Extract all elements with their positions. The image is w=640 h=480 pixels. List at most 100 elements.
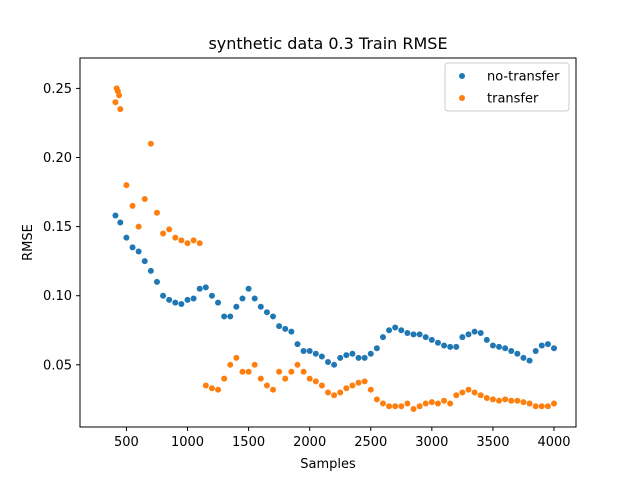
data-point-transfer-30 xyxy=(276,368,283,375)
x-tick-label: 2500 xyxy=(354,435,387,450)
data-point-transfer-57 xyxy=(441,397,448,404)
x-tick-label: 3500 xyxy=(476,435,509,450)
data-point-transfer-58 xyxy=(447,400,454,407)
data-point-no-transfer-2 xyxy=(123,234,130,241)
data-point-transfer-22 xyxy=(227,361,234,368)
series-transfer xyxy=(112,85,558,413)
data-point-no-transfer-66 xyxy=(514,350,521,357)
data-point-transfer-34 xyxy=(300,368,307,375)
data-point-no-transfer-53 xyxy=(434,339,441,346)
data-point-no-transfer-59 xyxy=(471,328,478,335)
data-point-no-transfer-33 xyxy=(312,350,319,357)
data-point-transfer-37 xyxy=(318,382,325,389)
data-point-transfer-64 xyxy=(483,394,490,401)
data-point-no-transfer-12 xyxy=(184,296,191,303)
data-point-transfer-40 xyxy=(337,389,344,396)
x-tick-label: 4000 xyxy=(537,435,570,450)
plot-frame xyxy=(79,57,577,428)
data-point-transfer-39 xyxy=(331,392,338,399)
legend-label-no-transfer: no-transfer xyxy=(487,70,560,85)
data-point-transfer-3 xyxy=(116,92,123,99)
data-point-no-transfer-16 xyxy=(208,292,215,299)
data-point-transfer-42 xyxy=(349,382,356,389)
data-point-transfer-8 xyxy=(141,195,148,202)
data-point-no-transfer-21 xyxy=(239,295,246,302)
data-point-transfer-7 xyxy=(135,223,142,230)
data-point-no-transfer-11 xyxy=(178,301,185,307)
data-point-no-transfer-69 xyxy=(532,347,539,354)
data-point-no-transfer-7 xyxy=(153,278,160,285)
y-tick-label: 0.10 xyxy=(43,289,72,304)
data-point-no-transfer-3 xyxy=(129,244,136,251)
data-point-transfer-24 xyxy=(239,368,246,375)
data-point-transfer-60 xyxy=(459,389,466,396)
data-point-no-transfer-1 xyxy=(117,219,124,226)
data-point-no-transfer-22 xyxy=(245,285,252,292)
data-point-no-transfer-68 xyxy=(526,357,533,364)
data-point-no-transfer-28 xyxy=(282,325,289,332)
data-point-no-transfer-29 xyxy=(288,328,295,335)
data-point-no-transfer-25 xyxy=(263,309,270,316)
data-point-transfer-75 xyxy=(551,400,558,407)
data-point-transfer-45 xyxy=(367,386,374,393)
data-point-transfer-55 xyxy=(428,399,435,406)
data-point-transfer-16 xyxy=(190,237,197,244)
data-point-transfer-28 xyxy=(263,382,270,389)
data-point-no-transfer-10 xyxy=(172,299,179,306)
data-point-transfer-46 xyxy=(373,396,380,403)
x-tick-label: 1500 xyxy=(232,435,265,450)
data-point-transfer-54 xyxy=(422,400,429,407)
legend-box xyxy=(444,62,570,112)
data-point-no-transfer-19 xyxy=(227,313,234,320)
data-point-transfer-51 xyxy=(404,400,411,407)
data-point-transfer-12 xyxy=(166,226,173,233)
data-point-no-transfer-41 xyxy=(361,354,368,361)
data-point-transfer-41 xyxy=(343,385,350,392)
data-point-transfer-21 xyxy=(221,375,228,382)
data-point-transfer-14 xyxy=(178,237,185,244)
y-tick-label: 0.20 xyxy=(43,151,72,166)
data-point-no-transfer-6 xyxy=(147,267,154,274)
data-point-no-transfer-54 xyxy=(441,342,448,349)
data-point-no-transfer-65 xyxy=(508,347,515,354)
x-axis-label: Samples xyxy=(300,457,356,472)
data-point-transfer-50 xyxy=(398,403,405,410)
data-point-no-transfer-70 xyxy=(538,342,545,349)
data-point-transfer-0 xyxy=(112,99,119,106)
data-point-transfer-72 xyxy=(532,403,539,410)
data-point-no-transfer-26 xyxy=(270,313,277,320)
data-point-no-transfer-63 xyxy=(496,343,503,350)
data-point-no-transfer-18 xyxy=(221,313,228,320)
data-point-transfer-23 xyxy=(233,354,240,361)
data-point-transfer-25 xyxy=(245,368,252,375)
data-point-transfer-69 xyxy=(514,397,521,404)
data-point-transfer-70 xyxy=(520,399,527,406)
legend-label-transfer: transfer xyxy=(487,92,539,107)
data-point-no-transfer-48 xyxy=(404,330,411,337)
data-point-no-transfer-17 xyxy=(215,299,222,306)
data-point-transfer-20 xyxy=(215,386,222,393)
data-point-no-transfer-24 xyxy=(257,303,264,310)
data-point-no-transfer-36 xyxy=(331,361,338,368)
data-point-no-transfer-23 xyxy=(251,295,258,302)
data-point-transfer-61 xyxy=(465,386,472,393)
data-point-no-transfer-9 xyxy=(166,296,173,303)
y-tick-label: 0.25 xyxy=(43,82,72,97)
data-point-no-transfer-32 xyxy=(306,347,313,354)
data-point-transfer-32 xyxy=(288,368,295,375)
data-point-no-transfer-30 xyxy=(294,341,301,348)
data-point-no-transfer-60 xyxy=(477,330,484,337)
data-point-no-transfer-49 xyxy=(410,331,417,338)
data-point-no-transfer-5 xyxy=(141,258,148,265)
data-point-no-transfer-40 xyxy=(355,354,362,361)
data-point-no-transfer-57 xyxy=(459,334,466,341)
data-point-no-transfer-38 xyxy=(343,352,350,359)
data-point-no-transfer-45 xyxy=(386,327,393,334)
data-point-transfer-56 xyxy=(434,400,441,407)
data-point-no-transfer-13 xyxy=(190,295,197,302)
data-point-transfer-73 xyxy=(538,403,545,410)
data-point-transfer-17 xyxy=(196,240,203,247)
data-point-transfer-33 xyxy=(294,361,301,368)
data-point-no-transfer-0 xyxy=(112,212,119,219)
data-point-no-transfer-51 xyxy=(422,334,429,341)
